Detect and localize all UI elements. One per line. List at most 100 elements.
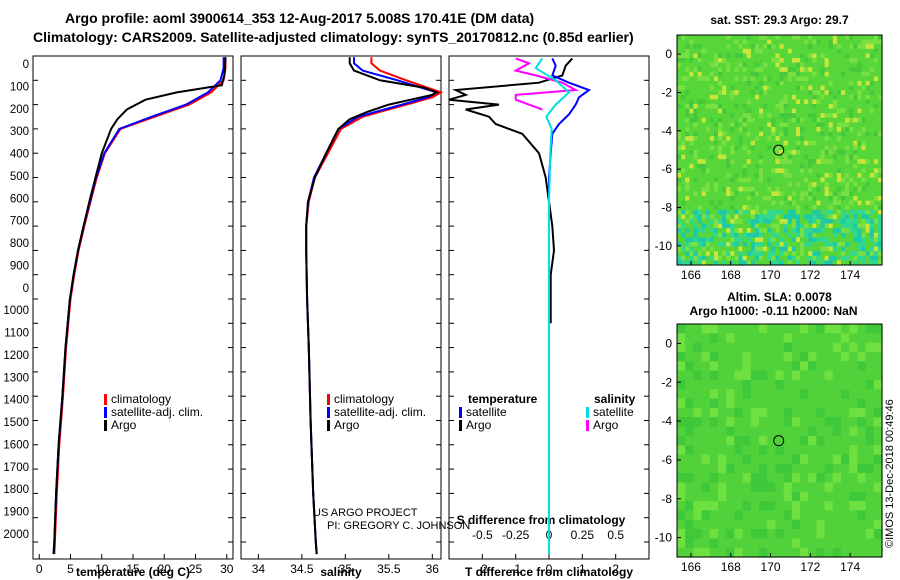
sst_map-cell bbox=[787, 48, 793, 54]
sla_map-cell bbox=[718, 398, 727, 409]
sla_map-cell bbox=[824, 417, 834, 428]
sst_map-cell bbox=[718, 159, 723, 165]
sst_map-cell bbox=[783, 154, 789, 160]
sst_map-cell bbox=[873, 163, 879, 169]
sst_map-cell bbox=[718, 223, 723, 229]
sst_map-cell bbox=[849, 127, 854, 133]
sla_map-xtick-label: 174 bbox=[840, 560, 860, 574]
sst_map-cell bbox=[767, 150, 772, 156]
sla_map-cell bbox=[734, 417, 744, 428]
sst_map-cell bbox=[820, 246, 826, 252]
temperature-panel: 0 5 10 15 20 25 300100200300400500600700800900… bbox=[3, 55, 234, 579]
sst_map-cell bbox=[861, 108, 867, 114]
sst_map-cell bbox=[775, 223, 781, 229]
sst_map-cell bbox=[873, 228, 879, 234]
sst_map-cell bbox=[832, 67, 838, 73]
sst_map-cell bbox=[722, 71, 727, 77]
sst_map-cell bbox=[722, 237, 727, 243]
sst_map-cell bbox=[697, 242, 703, 248]
sst_map-cell bbox=[845, 136, 850, 142]
sst_map-cell bbox=[800, 232, 805, 238]
temperature-ytick-label: 300 bbox=[10, 126, 29, 138]
sst_map-cell bbox=[804, 219, 809, 225]
sst_map-cell bbox=[750, 232, 756, 238]
sst_map-cell bbox=[701, 53, 707, 59]
sst_map-cell bbox=[754, 196, 760, 202]
sst_map-cell bbox=[713, 191, 719, 197]
sla_map-cell bbox=[693, 324, 703, 334]
sla_map-cell bbox=[709, 473, 719, 483]
sst_map-cell bbox=[828, 53, 834, 59]
sst_map-cell bbox=[877, 228, 883, 234]
sst_map-cell bbox=[685, 163, 690, 169]
sst_map-cell bbox=[685, 214, 690, 220]
sst_map-cell bbox=[771, 246, 776, 252]
sst_map-cell bbox=[763, 136, 768, 142]
sst_map-cell bbox=[685, 228, 690, 234]
sst_map-cell bbox=[689, 67, 694, 73]
sst_map-cell bbox=[787, 122, 793, 128]
sla_map-cell bbox=[849, 333, 858, 344]
sst_map-cell bbox=[857, 76, 863, 82]
sst_map-cell bbox=[697, 145, 703, 151]
sst_map-cell bbox=[804, 223, 809, 229]
sst_map-cell bbox=[677, 145, 682, 151]
sla_map-cell bbox=[808, 333, 817, 344]
sla_map-cell bbox=[718, 342, 727, 353]
sst_map-cell bbox=[759, 48, 764, 54]
sst_map-cell bbox=[828, 117, 834, 123]
sst_map-cell bbox=[795, 108, 801, 114]
sst_map-cell bbox=[771, 99, 776, 105]
sst_map-cell bbox=[865, 39, 871, 45]
sst_map-cell bbox=[808, 67, 813, 73]
sst_map-cell bbox=[841, 260, 846, 266]
sst_map-cell bbox=[841, 168, 846, 174]
sst_map-cell bbox=[828, 140, 834, 146]
sst_map-cell bbox=[853, 127, 858, 133]
sla_map-cell bbox=[791, 482, 801, 493]
sla_map-cell bbox=[808, 501, 817, 511]
temperature-ytick-label: 0 bbox=[23, 283, 29, 295]
sst_map-cell bbox=[816, 58, 822, 64]
sla_map-cell bbox=[841, 463, 850, 474]
sst_map-cell bbox=[767, 255, 772, 261]
sla_map-cell bbox=[791, 389, 801, 400]
sst_map-cell bbox=[689, 81, 694, 87]
sst_map-cell bbox=[701, 39, 707, 45]
sla_map-cell bbox=[849, 491, 858, 502]
sst_map-cell bbox=[689, 131, 694, 137]
sst_map-ytick-label: 0 bbox=[665, 47, 672, 61]
sst_map-cell bbox=[836, 58, 842, 64]
sla_map-cell bbox=[685, 352, 694, 362]
sst_map-cell bbox=[865, 113, 871, 119]
sst_map-cell bbox=[722, 186, 727, 192]
sst_map-cell bbox=[693, 85, 699, 91]
sst_map-cell bbox=[718, 44, 723, 50]
differences-legend-right-swatch bbox=[586, 407, 589, 418]
sst_map-cell bbox=[685, 127, 690, 133]
sst_map-cell bbox=[836, 140, 842, 146]
sla_map-cell bbox=[718, 417, 727, 428]
sst_map-cell bbox=[836, 177, 842, 183]
sst_map-cell bbox=[685, 136, 690, 142]
sst_map-cell bbox=[775, 122, 781, 128]
sst_map-cell bbox=[681, 71, 686, 77]
sst_map-cell bbox=[873, 209, 879, 215]
sst_map-cell bbox=[705, 94, 711, 100]
sla_map-cell bbox=[750, 510, 760, 521]
sla_map-cell bbox=[734, 501, 744, 511]
sla_map-cell bbox=[726, 445, 735, 456]
sst_map-cell bbox=[775, 182, 781, 188]
sst_map-cell bbox=[861, 85, 867, 91]
sst_map-cell bbox=[697, 76, 703, 82]
sst_map-cell bbox=[865, 177, 871, 183]
sla_map-cell bbox=[709, 342, 719, 353]
sst_map-cell bbox=[713, 108, 719, 114]
sst_map-cell bbox=[767, 131, 772, 137]
sst_map-cell bbox=[746, 99, 752, 105]
sst_map-cell bbox=[771, 58, 776, 64]
sst_map-cell bbox=[775, 94, 781, 100]
sst_map-cell bbox=[783, 251, 789, 257]
sst_map-cell bbox=[767, 214, 772, 220]
sst_map-cell bbox=[832, 205, 838, 211]
